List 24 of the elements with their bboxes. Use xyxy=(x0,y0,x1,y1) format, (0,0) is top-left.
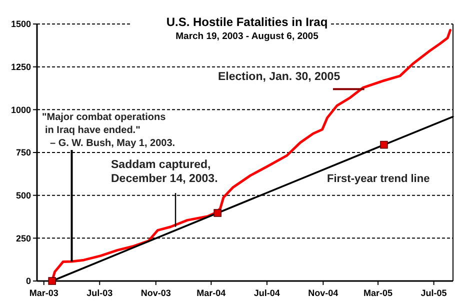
y-tick-label: 1500 xyxy=(10,19,31,30)
x-tick-label: Nov-04 xyxy=(308,288,338,298)
x-tick-label: Mar-05 xyxy=(364,288,393,298)
point xyxy=(214,209,222,217)
y-tick-label: 1250 xyxy=(10,62,31,72)
y-tick-label: 750 xyxy=(16,148,31,158)
annotation: Election, Jan. 30, 2005 xyxy=(218,71,341,83)
x-tick-label: Mar-03 xyxy=(29,288,58,298)
y-tick-label: 250 xyxy=(16,233,31,244)
x-tick-label: Nov-03 xyxy=(140,288,171,298)
chart-title: U.S. Hostile Fatalities in Iraq xyxy=(166,15,328,29)
y-tick-label: 1000 xyxy=(10,104,31,115)
point xyxy=(380,140,388,149)
annotation: "Major combat operations in Iraq have ended." – G. W. Bush, May 1, 2003. xyxy=(42,112,176,149)
x-tick-label: Jul-05 xyxy=(420,288,447,298)
y-tick-label: 0 xyxy=(26,276,31,286)
x-tick-label: Jul-03 xyxy=(86,288,113,298)
y-tick-label: 500 xyxy=(16,190,31,200)
text: March 19, 2003 - August 6, 2005 xyxy=(176,31,320,42)
series-label: First-year trend line xyxy=(327,173,430,185)
x-tick-label: Mar-04 xyxy=(196,288,226,298)
point xyxy=(48,277,56,285)
annotation: Saddam captured, December 14, 2003. xyxy=(111,159,218,185)
x-tick-label: Jul-04 xyxy=(254,288,280,298)
